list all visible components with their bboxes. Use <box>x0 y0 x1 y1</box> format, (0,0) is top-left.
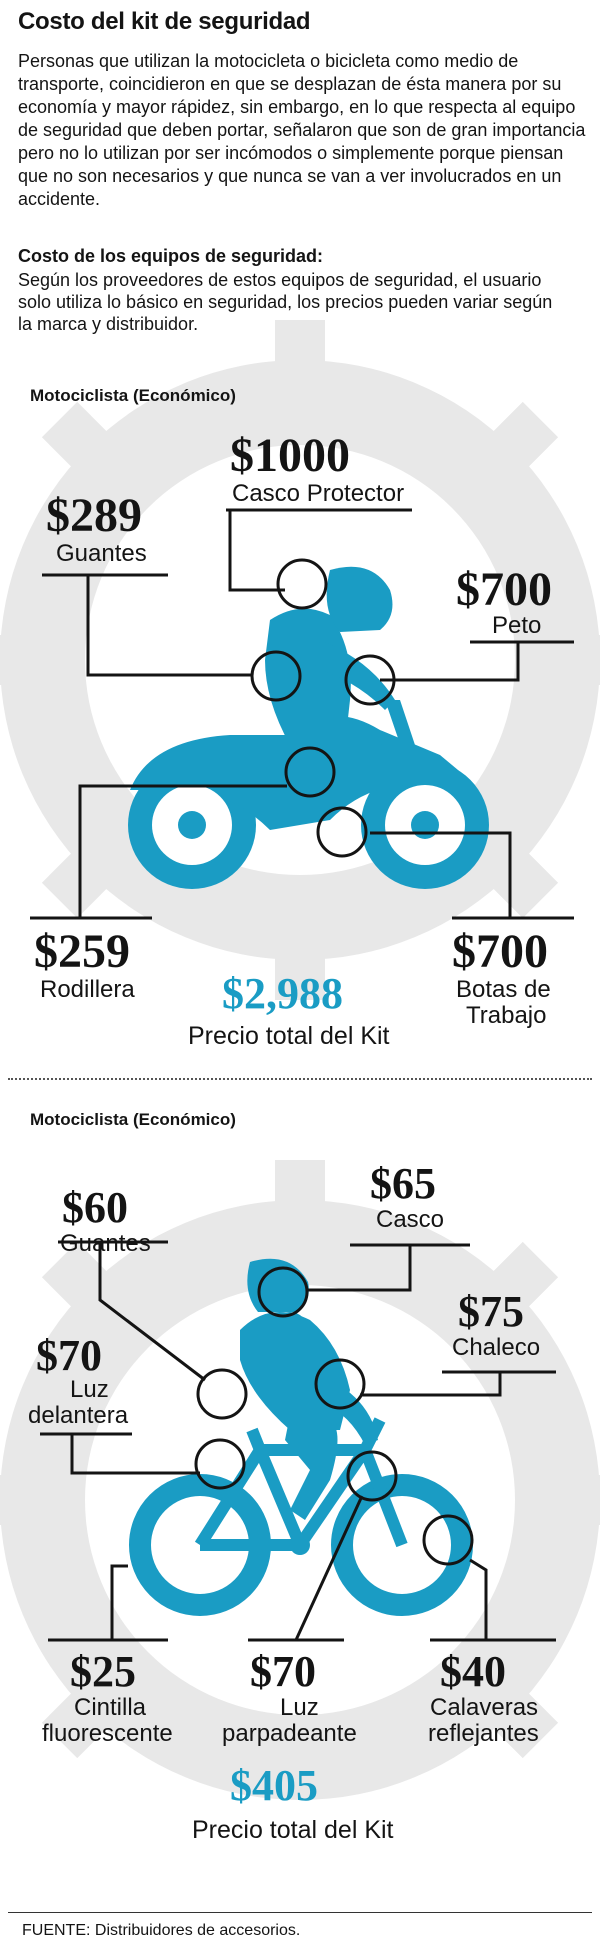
moto-section-label: Motociclista (Económico) <box>30 386 236 405</box>
bici-calaveras-price: $40 <box>440 1647 506 1696</box>
moto-casco-price: $1000 <box>230 429 350 482</box>
bici-luz-parpadeante-label-1: Luz <box>280 1694 319 1721</box>
moto-peto-price: $700 <box>456 563 552 616</box>
bici-luz-parpadeante-label-2: parpadeante <box>222 1720 357 1747</box>
costos-text: Según los proveedores de estos equipos d… <box>18 270 553 334</box>
moto-rodillera-label: Rodillera <box>40 976 135 1003</box>
bici-cintilla-price: $25 <box>70 1647 136 1696</box>
moto-rodillera-price: $259 <box>34 925 130 978</box>
costos-subtitle: Costo de los equipos de seguridad: <box>18 246 324 266</box>
section-divider <box>8 1078 592 1080</box>
bici-section-label: Motociclista (Económico) <box>30 1110 236 1129</box>
moto-botas-price: $700 <box>452 925 548 978</box>
bici-casco-price: $65 <box>370 1159 436 1208</box>
bici-chaleco-label: Chaleco <box>452 1334 541 1361</box>
bicycle-rider-icon <box>129 1258 473 1616</box>
bici-guantes-label: Guantes <box>60 1230 151 1257</box>
moto-botas-label-1: Botas de <box>456 976 551 1003</box>
bici-luz-delantera-label-2: delantera <box>28 1402 129 1429</box>
bici-luz-parpadeante-price: $70 <box>250 1647 316 1696</box>
bici-total-price: $405 <box>230 1761 318 1810</box>
source-divider <box>8 1912 592 1913</box>
moto-guantes-price: $289 <box>46 489 142 542</box>
moto-peto-label: Peto <box>492 612 542 639</box>
bici-cintilla-label-2: fluorescente <box>42 1720 173 1747</box>
bici-chaleco-price: $75 <box>458 1287 524 1336</box>
bici-calaveras-label-1: Calaveras <box>430 1694 539 1721</box>
source-note: FUENTE: Distribuidores de accesorios. <box>22 1922 301 1939</box>
bici-guantes-price: $60 <box>62 1183 128 1232</box>
bici-total-label: Precio total del Kit <box>192 1816 394 1844</box>
bici-luz-delantera-price: $70 <box>36 1331 102 1380</box>
moto-total-label: Precio total del Kit <box>188 1022 390 1050</box>
bici-cintilla-label-1: Cintilla <box>74 1694 147 1721</box>
intro-paragraph: Personas que utilizan la motocicleta o b… <box>18 51 586 209</box>
bici-casco-label: Casco <box>376 1206 445 1233</box>
moto-total-price: $2,988 <box>222 969 343 1018</box>
page-title: Costo del kit de seguridad <box>18 8 311 35</box>
bici-calaveras-label-2: reflejantes <box>428 1720 539 1747</box>
moto-casco-label: Casco Protector <box>232 480 405 507</box>
moto-guantes-label: Guantes <box>56 540 147 567</box>
bici-luz-delantera-label-1: Luz <box>70 1376 109 1403</box>
moto-botas-label-2: Trabajo <box>466 1002 547 1029</box>
